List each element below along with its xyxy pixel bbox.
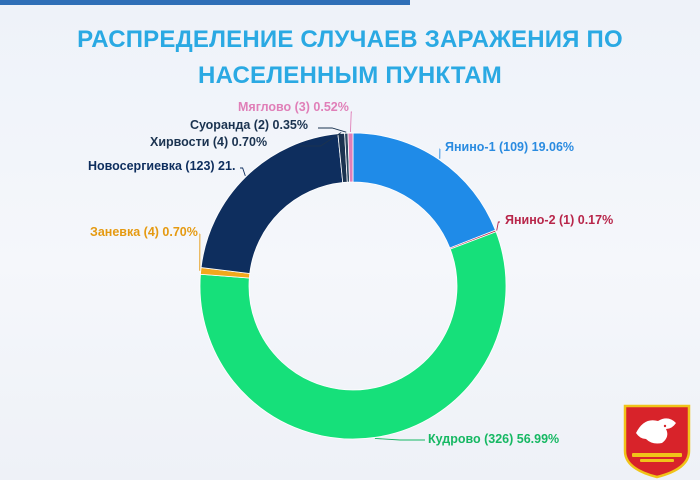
slice-label: Суоранда (2) 0.35% (190, 118, 308, 132)
coat-of-arms-icon (623, 404, 691, 479)
top-accent-bar (0, 0, 410, 5)
leader-line (350, 111, 352, 133)
donut-slices (199, 132, 507, 440)
slice-label: Новосергиевка (123) 21. (88, 159, 235, 173)
slice-label: Мяглово (3) 0.52% (238, 100, 349, 114)
leader-line (496, 221, 500, 231)
slice-label: Заневка (4) 0.70% (90, 225, 198, 239)
label-leader-lines (199, 111, 500, 441)
leader-line (318, 127, 347, 133)
leader-line (240, 167, 246, 177)
leader-line (300, 132, 342, 147)
leader-line (374, 437, 425, 441)
donut-slice (200, 133, 344, 274)
title-line-1: РАСПРЕДЕЛЕНИЕ СЛУЧАЕВ ЗАРАЖЕНИЯ ПО (77, 26, 623, 53)
donut-slice (199, 231, 507, 440)
slice-label: Кудрово (326) 56.99% (428, 432, 559, 446)
slice-label: Хирвости (4) 0.70% (150, 135, 267, 149)
title-line-2: НАСЕЛЕННЫМ ПУНКТАМ (198, 62, 502, 89)
page-title: РАСПРЕДЕЛЕНИЕ СЛУЧАЕВ ЗАРАЖЕНИЯ ПО НАСЕЛ… (0, 22, 700, 94)
slice-labels: Янино-1 (109) 19.06% Янино-2 (1) 0.17% Куд… (88, 100, 613, 446)
slice-label: Янино-2 (1) 0.17% (505, 213, 613, 227)
donut-slice (347, 132, 354, 183)
slice-label: Янино-1 (109) 19.06% (445, 140, 574, 154)
